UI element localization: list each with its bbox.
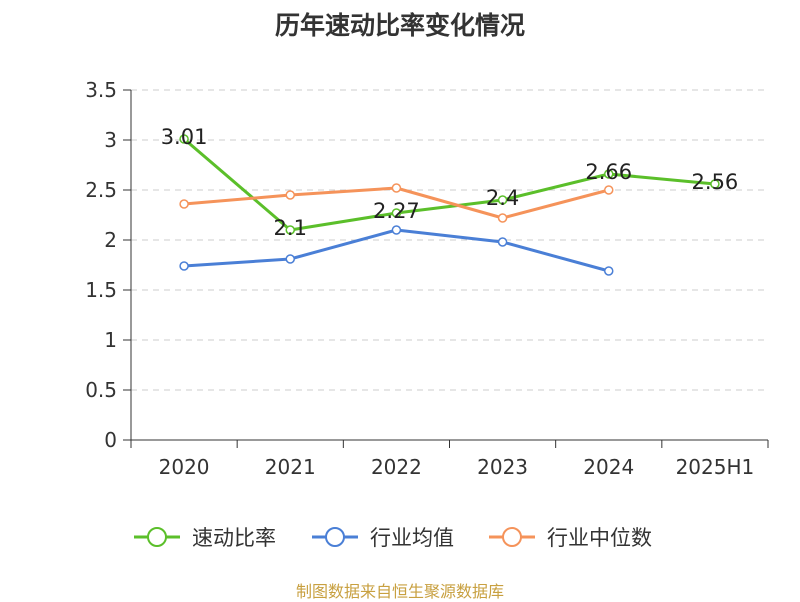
legend-label: 行业中位数 bbox=[547, 526, 652, 550]
data-point bbox=[604, 169, 614, 179]
y-tick-label: 3 bbox=[104, 128, 117, 152]
data-point bbox=[604, 185, 614, 195]
series-line-1 bbox=[183, 228, 610, 273]
data-label: 2.27 bbox=[373, 199, 420, 223]
y-tick-label: 2 bbox=[104, 228, 117, 252]
data-labels: 3.01 2.1 2.27 2.4 2.66 2.56 bbox=[161, 125, 739, 240]
data-label: 3.01 bbox=[161, 125, 208, 149]
legend-marker-icon bbox=[502, 527, 522, 547]
y-tick-label: 1 bbox=[104, 328, 117, 352]
data-label: 2.56 bbox=[692, 170, 739, 194]
data-point bbox=[285, 190, 295, 200]
x-tick-label: 2024 bbox=[583, 455, 634, 479]
data-point bbox=[710, 179, 720, 189]
legend-item-0[interactable]: 速动比率 bbox=[134, 526, 276, 550]
axes: 0 0.5 1 1.5 2 2.5 3 3.5 2020 2021 2022 2023 2024 2025… bbox=[85, 78, 769, 479]
data-point bbox=[179, 199, 189, 209]
x-tick-label: 2020 bbox=[159, 455, 210, 479]
data-point bbox=[391, 183, 402, 193]
legend-label: 速动比率 bbox=[192, 526, 276, 550]
data-label: 2.1 bbox=[274, 216, 307, 240]
data-point bbox=[285, 254, 295, 264]
data-label: 2.4 bbox=[486, 186, 519, 210]
series-line-0 bbox=[183, 137, 716, 232]
legend-marker-icon bbox=[147, 527, 167, 547]
legend-item-1[interactable]: 行业均值 bbox=[312, 526, 454, 550]
data-point bbox=[391, 208, 402, 218]
x-tick-label: 2022 bbox=[371, 455, 422, 479]
y-tick-label: 0.5 bbox=[85, 378, 117, 402]
data-point bbox=[391, 225, 402, 235]
data-point bbox=[497, 213, 508, 223]
grid-lines bbox=[131, 89, 768, 391]
series-lines bbox=[179, 134, 720, 276]
legend-marker-icon bbox=[325, 527, 345, 547]
legend-item-2[interactable]: 行业中位数 bbox=[489, 526, 652, 550]
data-point bbox=[179, 261, 189, 271]
y-tick-label: 0 bbox=[104, 428, 117, 452]
y-tick-label: 1.5 bbox=[85, 278, 117, 302]
data-point bbox=[497, 195, 508, 205]
data-point bbox=[604, 266, 614, 276]
data-point bbox=[179, 134, 189, 144]
data-point bbox=[497, 237, 508, 247]
x-tick-label: 2021 bbox=[265, 455, 316, 479]
y-tick-label: 3.5 bbox=[85, 78, 117, 102]
legend: 速动比率 行业均值 行业中位数 bbox=[134, 526, 652, 550]
source-footer: 制图数据来自恒生聚源数据库 bbox=[295, 582, 504, 601]
y-tick-label: 2.5 bbox=[85, 178, 117, 202]
data-point bbox=[285, 225, 295, 235]
x-tick-label: 2023 bbox=[477, 455, 528, 479]
x-tick-label: 2025H1 bbox=[676, 455, 755, 479]
chart-title: 历年速动比率变化情况 bbox=[274, 11, 525, 40]
legend-label: 行业均值 bbox=[370, 526, 454, 550]
data-label: 2.66 bbox=[585, 160, 632, 184]
